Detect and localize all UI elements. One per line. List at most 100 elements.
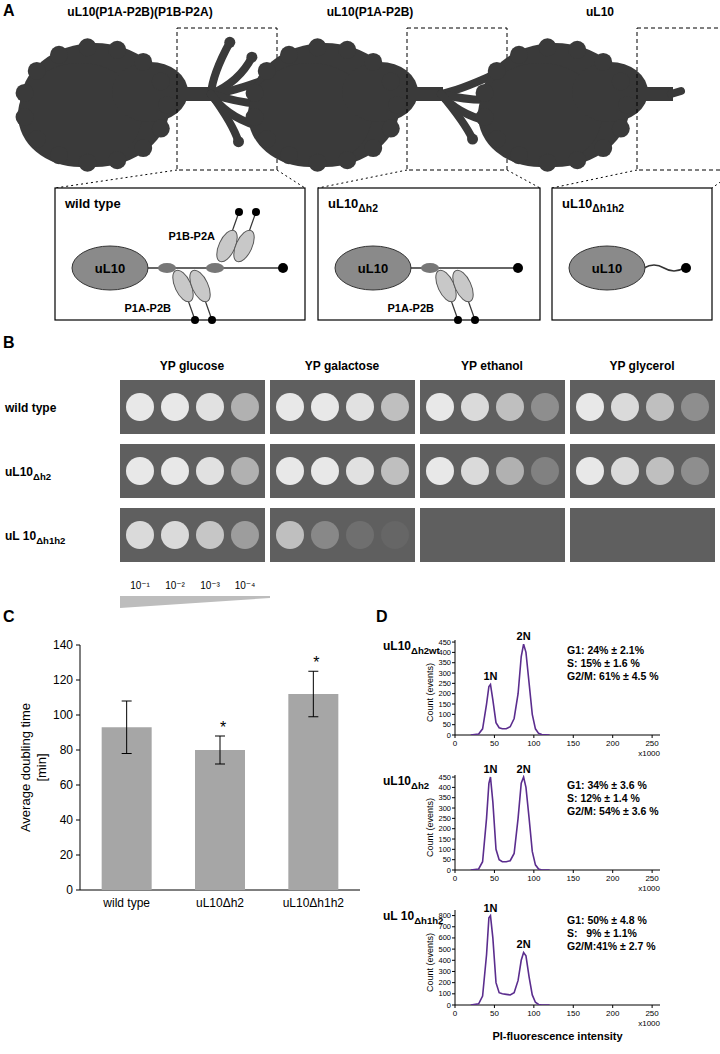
linker — [644, 265, 684, 271]
ribosome-bump — [78, 38, 96, 56]
x-tick-label: 250 — [645, 739, 659, 748]
plate — [420, 508, 565, 562]
strain-label: uL10Δh2 — [5, 465, 51, 482]
y-tick — [452, 993, 455, 994]
x-unit-label: x1000 — [638, 1019, 660, 1028]
y-axis-label: Count (events) — [425, 933, 435, 992]
y-tick — [452, 704, 455, 705]
zoom-box — [637, 28, 720, 170]
protein-tip — [235, 208, 243, 216]
subscript: Δh1h2 — [36, 535, 65, 546]
y-tick-label: 400 — [438, 648, 451, 657]
dilution-wedge — [120, 596, 270, 608]
y-axis-label: Count (events) — [425, 798, 435, 857]
plot-area — [102, 671, 339, 890]
error-cap — [215, 764, 225, 765]
y-tick — [76, 645, 80, 646]
strain-label: uL 10Δh1h2 — [5, 529, 65, 546]
spot — [276, 521, 304, 549]
inset-title: uL10Δh1h2 — [562, 196, 624, 214]
protein-tip — [454, 316, 462, 324]
ribosome-bump — [78, 154, 96, 172]
ribosome-bump — [382, 72, 400, 90]
y-axis — [455, 775, 456, 870]
ribosome-bump — [246, 108, 264, 126]
plate — [120, 508, 265, 562]
ribosome-bump — [280, 46, 298, 64]
y-tick — [452, 642, 455, 643]
y-tick-label: 350 — [438, 793, 451, 802]
medium-label: YP glucose — [160, 359, 225, 373]
spot — [346, 393, 374, 421]
spot — [576, 457, 604, 485]
y-tick-label: 0 — [447, 866, 451, 875]
ribosome-bump — [152, 72, 170, 90]
subscript: Δh2 — [411, 780, 429, 791]
node-label: P1A-P2B — [388, 302, 435, 314]
ribosome-bump — [618, 96, 636, 114]
spot — [381, 457, 409, 485]
ribosome-bump — [108, 151, 126, 169]
dilution-label: 10⁻³ — [200, 580, 220, 591]
stalk-stub — [671, 91, 681, 94]
text-part: uL10 — [383, 774, 411, 788]
x-axis — [455, 1005, 660, 1006]
y-tick — [452, 797, 455, 798]
cell-cycle-stat: G2/M:41% ± 2.7 % — [567, 940, 656, 952]
error-bar — [122, 701, 132, 754]
ribosome-bump — [50, 146, 68, 164]
inset-box — [55, 188, 305, 320]
node-label: uL10 — [592, 261, 622, 276]
plate — [120, 444, 265, 498]
spot — [681, 521, 709, 549]
histogram-line — [471, 644, 550, 735]
x-tick — [494, 735, 495, 738]
ribosome-bump — [612, 120, 630, 138]
x-tick-label: 250 — [645, 1009, 659, 1018]
ribosome-bump — [510, 146, 528, 164]
spot — [161, 457, 189, 485]
cell-cycle-stat: G1: 24% ± 2.1% — [567, 644, 645, 656]
node-label: uL10 — [95, 261, 125, 276]
x-axis-label: PI-fluorescence intensity — [492, 1030, 623, 1042]
spot — [646, 521, 674, 549]
cell-cycle-stat: G2/M: 54% ± 3.6 % — [567, 805, 659, 817]
plate — [570, 508, 715, 562]
y-tick-label: 150 — [438, 700, 451, 709]
structure-label: uL10(P1A-P2B) — [327, 5, 414, 19]
x-axis — [455, 735, 660, 736]
peak-label: 1N — [483, 902, 497, 914]
ribosome-bump — [258, 130, 276, 148]
y-tick — [452, 652, 455, 653]
error-line — [126, 701, 127, 754]
peak-label: 1N — [483, 670, 497, 682]
panel-label: A — [3, 2, 15, 19]
ribosome-bump — [134, 139, 152, 157]
panel-label: D — [376, 608, 388, 625]
error-cap — [122, 701, 132, 702]
y-tick-label: 150 — [438, 835, 451, 844]
ribosome-bump — [280, 146, 298, 164]
ribosome-bump — [28, 130, 46, 148]
subscript: Δh2 — [33, 471, 51, 482]
error-cap — [308, 716, 318, 717]
spot — [231, 457, 259, 485]
ribosome-bump — [364, 53, 382, 71]
cell-cycle-stat: S: 15% ± 1.6 % — [567, 657, 641, 669]
spot — [311, 457, 339, 485]
y-tick-label: 300 — [438, 967, 451, 976]
y-tick-label: 300 — [438, 669, 451, 678]
spot — [461, 457, 489, 485]
y-tick-label: 50 — [443, 720, 451, 729]
y-tick — [452, 828, 455, 829]
spot — [346, 521, 374, 549]
y-tick — [76, 855, 80, 856]
inset-title: wild type — [64, 196, 121, 211]
spot — [496, 521, 524, 549]
peak-label: 1N — [483, 763, 497, 775]
spot — [611, 457, 639, 485]
y-tick-label: 20 — [60, 848, 74, 862]
y-tick — [452, 683, 455, 684]
spot — [576, 521, 604, 549]
y-tick — [452, 960, 455, 961]
